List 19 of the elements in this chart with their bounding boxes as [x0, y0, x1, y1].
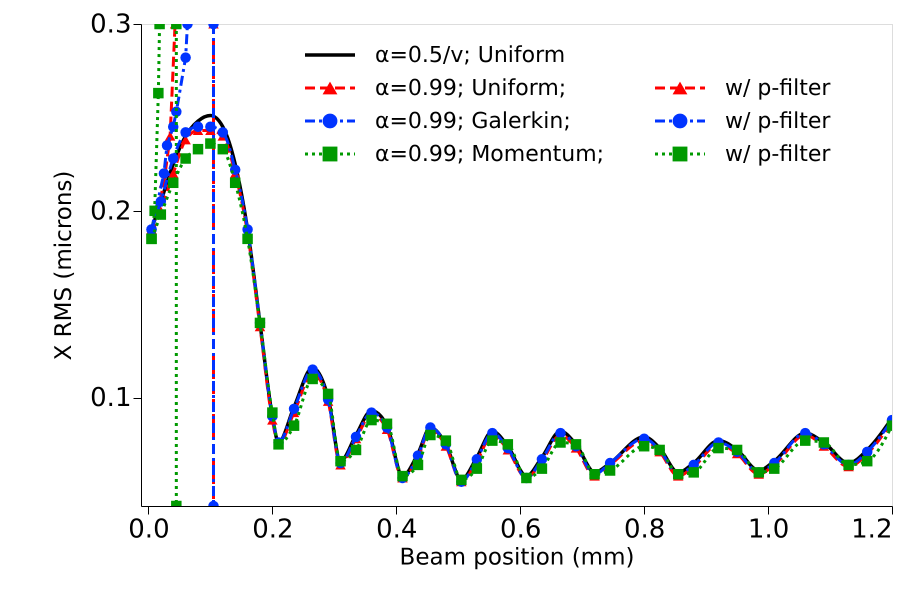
x-tick-label: 1.0 — [748, 514, 790, 544]
x-tick-label: 0.8 — [624, 514, 666, 544]
x-axis-title: Beam position (mm) — [400, 544, 634, 570]
x-tick-label: 0.6 — [500, 514, 542, 544]
legend-label: w/ p-filter — [725, 109, 832, 134]
legend-label: α=0.99; Momentum; — [375, 142, 604, 167]
legend-label: w/ p-filter — [725, 76, 832, 101]
legend-label: α=0.99; Uniform; — [375, 76, 566, 101]
y-axis-title: X RMS (microns) — [51, 170, 78, 360]
y-tick-label: 0.2 — [90, 196, 132, 226]
legend-label: w/ p-filter — [725, 142, 832, 167]
legend-label: α=0.5/v; Uniform — [375, 43, 566, 68]
x-tick-label: 1.2 — [851, 514, 892, 544]
x-tick-label: 0.4 — [376, 514, 418, 544]
x-tick-label: 0.2 — [252, 514, 294, 544]
y-tick-label: 0.3 — [90, 10, 132, 40]
legend-label: α=0.99; Galerkin; — [375, 109, 571, 134]
x-tick-label: 0.0 — [128, 514, 170, 544]
y-tick-label: 0.1 — [90, 383, 132, 414]
